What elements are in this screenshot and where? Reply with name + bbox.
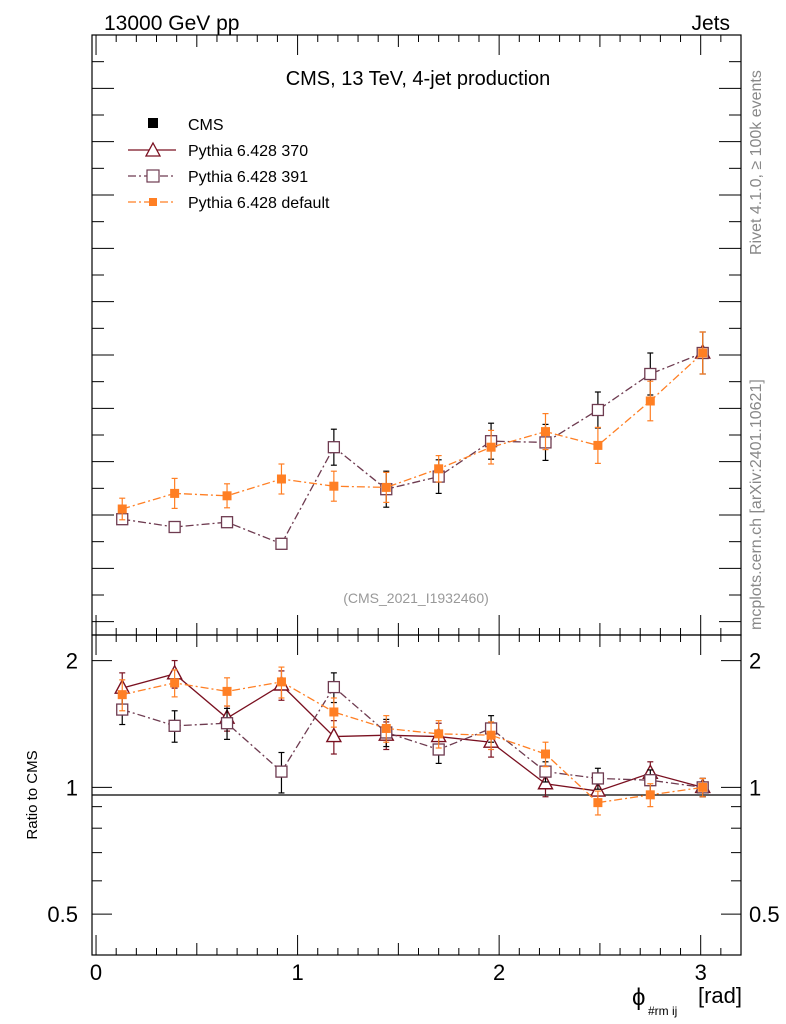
xtick-label: 2 — [493, 960, 505, 985]
ratio-ytick-label-left: 1 — [66, 775, 78, 800]
header-left: 13000 GeV pp — [104, 12, 239, 35]
ratio-point-pythia-6-428-default — [329, 707, 339, 717]
ratio-ytick-label-left: 2 — [66, 649, 78, 674]
ratio-point-pythia-6-428-370 — [325, 727, 343, 743]
main-title: CMS, 13 TeV, 4-jet production — [286, 68, 551, 90]
ratio-line-pythia-6-428-391 — [122, 686, 703, 789]
main-point-pythia-6-428-391 — [644, 367, 657, 381]
ratio-point-pythia-6-428-391 — [275, 765, 288, 778]
legend-391-label: Pythia 6.428 391 — [188, 169, 308, 186]
main-point-pythia-6-428-default — [540, 427, 550, 437]
main-axis-ticks — [92, 35, 741, 635]
main-point-pythia-6-428-default — [222, 491, 232, 501]
ratio-point-pythia-6-428-391 — [591, 772, 605, 785]
ratio-point-pythia-6-428-default — [540, 749, 550, 759]
xlabel-phi: ϕ — [632, 984, 645, 1011]
legend-cms-marker — [148, 118, 158, 128]
main-point-pythia-6-428-default — [117, 504, 127, 514]
ratio-point-pythia-6-428-default — [593, 798, 603, 808]
main-point-pythia-6-428-391 — [168, 520, 181, 534]
main-line-pythia-6-428-391 — [122, 352, 703, 545]
legend: CMS Pythia 6.428 370 Pythia 6.428 391 Py… — [128, 117, 330, 212]
main-point-pythia-6-428-default — [434, 464, 444, 474]
ratio-point-pythia-6-428-default — [486, 730, 496, 740]
mcplots-label: mcplots.cern.ch [arXiv:2401.10621] — [748, 379, 765, 630]
ratio-point-pythia-6-428-default — [170, 678, 180, 688]
xlabel-subscript: #rm ij — [648, 1004, 677, 1018]
ratio-point-pythia-6-428-default — [645, 790, 655, 800]
xlabel-unit: [rad] — [698, 983, 742, 1008]
legend-391-marker — [146, 169, 160, 183]
xtick-label: 1 — [291, 960, 303, 985]
ratio-axis-ticks: 0.5 0.5 1 1 2 2 0 1 2 3 — [47, 635, 780, 985]
ratio-point-pythia-6-428-default — [222, 686, 232, 696]
main-point-pythia-6-428-default — [381, 482, 391, 492]
ratio-point-pythia-6-428-391 — [539, 765, 552, 778]
ratio-point-pythia-6-428-default — [276, 677, 286, 687]
header-right: Jets — [691, 12, 730, 35]
legend-default-marker — [149, 198, 157, 206]
ratio-series-group — [114, 659, 711, 816]
main-point-pythia-6-428-default — [645, 396, 655, 406]
main-point-pythia-6-428-default — [329, 481, 339, 491]
ratio-line-pythia-6-428-370 — [122, 673, 703, 792]
ratio-point-pythia-6-428-391 — [168, 719, 181, 732]
legend-cms-label: CMS — [188, 117, 224, 134]
main-point-pythia-6-428-391 — [275, 537, 288, 550]
ratio-line-pythia-6-428-default — [122, 681, 703, 804]
ratio-ytick-label-right: 2 — [749, 649, 761, 674]
legend-370-marker — [144, 141, 162, 157]
main-point-pythia-6-428-default — [486, 442, 496, 452]
main-point-pythia-6-428-391 — [220, 516, 234, 529]
ratio-ytick-label-right: 0.5 — [749, 902, 780, 927]
ratio-ylabel: Ratio to CMS — [24, 750, 41, 839]
main-point-pythia-6-428-default — [593, 440, 603, 450]
ratio-point-pythia-6-428-default — [434, 729, 444, 739]
analysis-label: (CMS_2021_I1932460) — [343, 590, 489, 606]
ratio-point-pythia-6-428-default — [117, 690, 127, 700]
ratio-point-pythia-6-428-391 — [327, 680, 341, 694]
main-line-pythia-6-428-default — [122, 352, 704, 510]
main-point-pythia-6-428-default — [170, 488, 180, 498]
main-series-group — [116, 331, 711, 550]
ratio-point-pythia-6-428-391 — [220, 717, 234, 730]
xtick-label: 3 — [695, 960, 707, 985]
rivet-label: Rivet 4.1.0, ≥ 100k events — [748, 70, 765, 255]
ratio-point-pythia-6-428-default — [381, 723, 391, 733]
main-point-pythia-6-428-default — [276, 474, 286, 484]
legend-370-label: Pythia 6.428 370 — [188, 143, 308, 160]
ratio-ytick-label-left: 0.5 — [47, 902, 78, 927]
main-point-pythia-6-428-391 — [591, 403, 605, 417]
ratio-ytick-label-right: 1 — [749, 775, 761, 800]
main-point-pythia-6-428-391 — [327, 441, 341, 454]
ratio-point-pythia-6-428-default — [698, 782, 708, 792]
legend-default-label: Pythia 6.428 default — [188, 195, 330, 212]
main-point-pythia-6-428-default — [698, 348, 708, 358]
xtick-label: 0 — [90, 960, 102, 985]
